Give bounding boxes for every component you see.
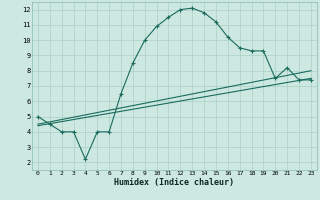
X-axis label: Humidex (Indice chaleur): Humidex (Indice chaleur) xyxy=(115,178,234,187)
